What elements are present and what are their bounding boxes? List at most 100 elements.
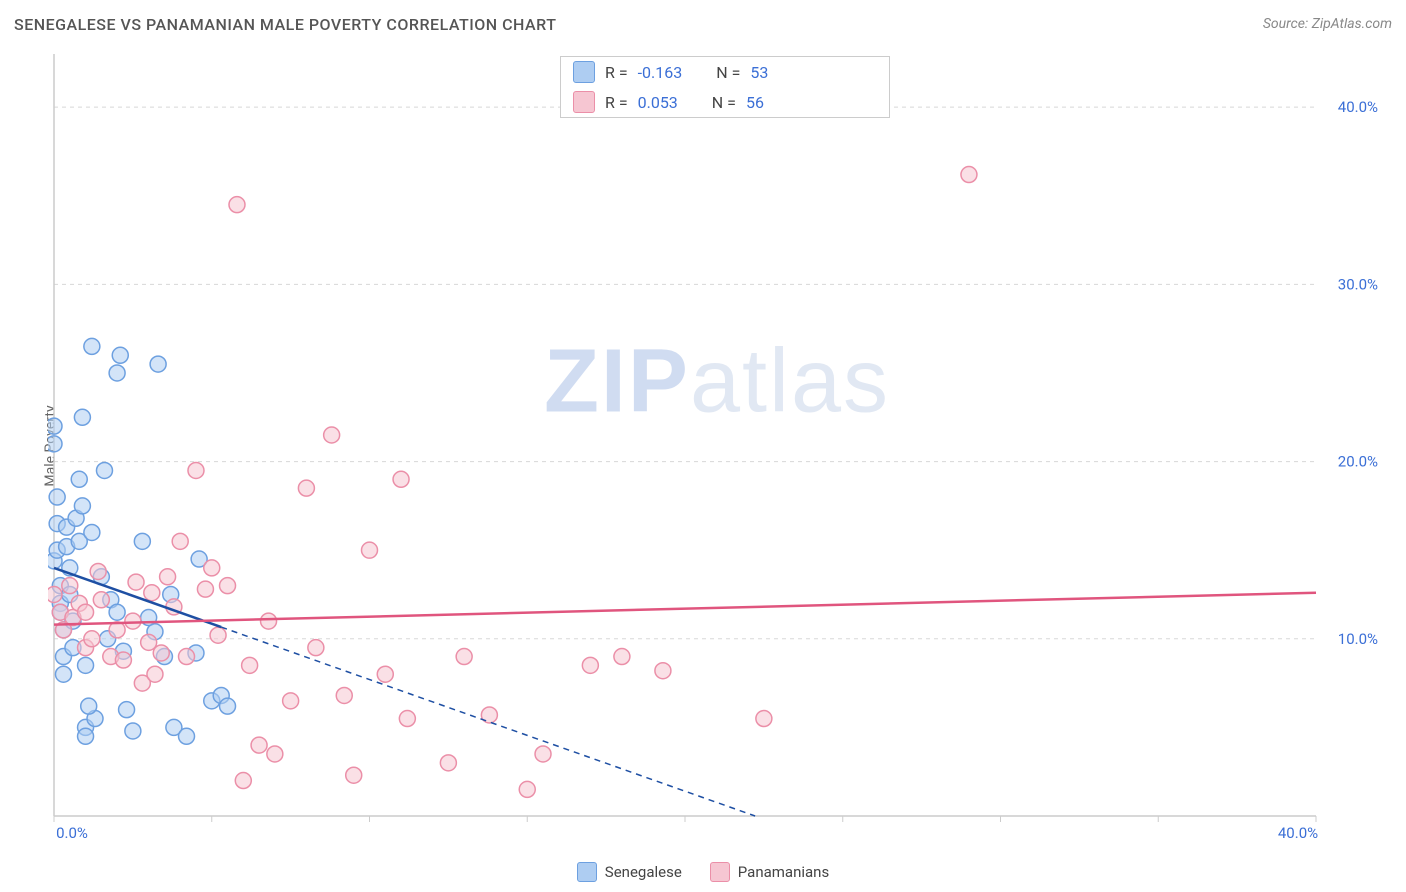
- data-point-panamanians: [336, 687, 352, 703]
- data-point-panamanians: [147, 666, 163, 682]
- data-point-senegalese: [78, 728, 94, 744]
- data-point-panamanians: [377, 666, 393, 682]
- stats-swatch: [573, 91, 595, 113]
- data-point-panamanians: [308, 640, 324, 656]
- y-tick-label: 30.0%: [1338, 275, 1378, 293]
- data-point-senegalese: [74, 498, 90, 514]
- scatter-plot-svg: 10.0% 20.0% 30.0% 40.0% 0.0% 40.0% R = -0.163 N …: [48, 48, 1386, 844]
- data-point-panamanians: [204, 560, 220, 576]
- data-point-panamanians: [283, 693, 299, 709]
- stats-row-panamanians: R = 0.053 N = 56: [561, 87, 889, 117]
- source-credit: Source: ZipAtlas.com: [1263, 16, 1392, 32]
- y-tick-label: 40.0%: [1338, 98, 1378, 116]
- data-point-panamanians: [298, 480, 314, 496]
- stats-box: R = -0.163 N = 53 R = 0.053 N = 56: [560, 56, 890, 120]
- data-point-senegalese: [134, 533, 150, 549]
- data-point-panamanians: [48, 586, 62, 602]
- data-point-panamanians: [399, 711, 415, 727]
- stats-r-label: R =: [605, 93, 628, 112]
- data-point-senegalese: [179, 728, 195, 744]
- source-name: ZipAtlas.com: [1312, 16, 1392, 32]
- data-point-panamanians: [242, 657, 258, 673]
- y-tick-label: 10.0%: [1338, 630, 1378, 648]
- data-point-panamanians: [210, 627, 226, 643]
- stats-n-value: 53: [750, 63, 768, 82]
- data-point-panamanians: [172, 533, 188, 549]
- data-point-panamanians: [440, 755, 456, 771]
- data-point-panamanians: [115, 652, 131, 668]
- x-tick-label: 40.0%: [1278, 824, 1318, 842]
- data-point-panamanians: [346, 767, 362, 783]
- data-point-panamanians: [655, 663, 671, 679]
- data-point-panamanians: [251, 737, 267, 753]
- data-point-senegalese: [119, 702, 135, 718]
- legend-item-senegalese: Senegalese: [577, 862, 682, 882]
- data-point-panamanians: [362, 542, 378, 558]
- chart-title: SENEGALESE VS PANAMANIAN MALE POVERTY CO…: [14, 15, 556, 34]
- stats-r-label: R =: [605, 63, 628, 82]
- plot-area: 10.0% 20.0% 30.0% 40.0% 0.0% 40.0% R = -0.163 N …: [48, 48, 1386, 844]
- data-point-senegalese: [81, 698, 97, 714]
- data-point-panamanians: [229, 197, 245, 213]
- data-point-panamanians: [160, 569, 176, 585]
- stats-n-label: N =: [716, 63, 740, 82]
- data-point-senegalese: [109, 604, 125, 620]
- data-point-panamanians: [261, 613, 277, 629]
- data-point-senegalese: [49, 489, 65, 505]
- data-point-senegalese: [55, 666, 71, 682]
- data-point-panamanians: [235, 773, 251, 789]
- data-point-panamanians: [62, 578, 78, 594]
- data-point-senegalese: [109, 365, 125, 381]
- stats-r-value: -0.163: [638, 63, 683, 82]
- data-point-panamanians: [961, 167, 977, 183]
- data-point-panamanians: [519, 781, 535, 797]
- data-point-senegalese: [125, 723, 141, 739]
- data-point-panamanians: [197, 581, 213, 597]
- data-point-panamanians: [267, 746, 283, 762]
- stats-row-senegalese: R = -0.163 N = 53: [561, 57, 889, 87]
- legend-label: Panamanians: [738, 863, 829, 881]
- chart-header: SENEGALESE VS PANAMANIAN MALE POVERTY CO…: [0, 0, 1406, 40]
- data-point-senegalese: [74, 409, 90, 425]
- data-point-senegalese: [84, 524, 100, 540]
- data-point-senegalese: [71, 471, 87, 487]
- data-point-panamanians: [324, 427, 340, 443]
- legend-swatch: [710, 862, 730, 882]
- data-point-panamanians: [153, 645, 169, 661]
- data-point-senegalese: [150, 356, 166, 372]
- data-point-panamanians: [179, 649, 195, 665]
- data-point-panamanians: [144, 585, 160, 601]
- data-point-senegalese: [84, 338, 100, 354]
- x-tick-label: 0.0%: [56, 824, 88, 842]
- data-point-senegalese: [78, 657, 94, 673]
- stats-n-value: 56: [746, 93, 764, 112]
- data-point-panamanians: [125, 613, 141, 629]
- data-point-panamanians: [582, 657, 598, 673]
- data-point-senegalese: [48, 436, 62, 452]
- y-tick-label: 20.0%: [1338, 453, 1378, 471]
- data-point-panamanians: [84, 631, 100, 647]
- legend-swatch: [577, 862, 597, 882]
- data-point-senegalese: [220, 698, 236, 714]
- data-point-panamanians: [188, 462, 204, 478]
- data-point-panamanians: [535, 746, 551, 762]
- stats-r-value: 0.053: [638, 93, 678, 112]
- data-point-panamanians: [128, 574, 144, 590]
- stats-n-label: N =: [712, 93, 736, 112]
- data-point-panamanians: [220, 578, 236, 594]
- bottom-legend: Senegalese Panamanians: [0, 862, 1406, 882]
- data-point-senegalese: [112, 347, 128, 363]
- source-prefix: Source:: [1263, 16, 1312, 32]
- data-point-panamanians: [90, 563, 106, 579]
- data-point-panamanians: [393, 471, 409, 487]
- legend-item-panamanians: Panamanians: [710, 862, 829, 882]
- data-point-senegalese: [48, 418, 62, 434]
- data-point-senegalese: [96, 462, 112, 478]
- data-point-panamanians: [93, 592, 109, 608]
- data-point-panamanians: [78, 604, 94, 620]
- legend-label: Senegalese: [605, 863, 682, 881]
- data-point-panamanians: [614, 649, 630, 665]
- stats-swatch: [573, 61, 595, 83]
- data-point-panamanians: [456, 649, 472, 665]
- data-point-panamanians: [756, 711, 772, 727]
